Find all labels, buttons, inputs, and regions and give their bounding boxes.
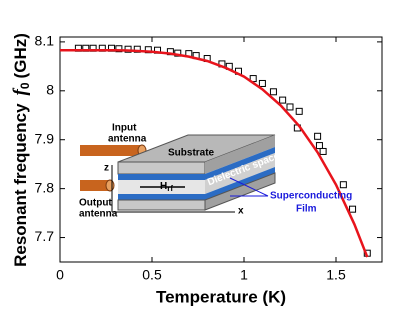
output-antenna-label: antenna — [79, 209, 118, 220]
y-axis-label: Resonant frequency f0 (GHz) — [10, 33, 32, 267]
fit-line — [60, 48, 369, 258]
output-antenna — [80, 180, 110, 191]
side-film-1 — [205, 147, 275, 180]
substrate-front-2 — [117, 199, 206, 211]
x-axis-label: Temperature (K) — [156, 287, 286, 306]
data-point — [269, 88, 277, 96]
y-tick-label: 8.1 — [35, 33, 55, 49]
input-antenna — [80, 145, 142, 156]
axis-z-label: z — [104, 163, 109, 174]
y-tick-label: 8 — [46, 82, 54, 98]
side-2 — [204, 172, 276, 211]
output-antenna-end — [105, 179, 115, 192]
data-point — [286, 103, 294, 111]
film-front-2 — [118, 194, 205, 200]
data-point — [279, 96, 287, 104]
output-antenna-label: Output — [79, 198, 112, 209]
side-spacer — [205, 153, 275, 194]
y-tick-label: 7.7 — [35, 228, 55, 244]
data-point — [314, 132, 322, 140]
y-label-text: Resonant frequency — [11, 103, 30, 267]
h-label: Hrf — [160, 181, 173, 193]
inset-diagram: Input antenna Output antenna Substrate D… — [79, 123, 352, 220]
axis-x-label: x — [238, 206, 244, 217]
input-antenna-label: Input — [112, 123, 137, 134]
side-1 — [205, 135, 275, 174]
x-tick-label: 0 — [56, 267, 64, 283]
data-point — [133, 45, 141, 53]
h-sub: rf — [167, 184, 173, 193]
data-point — [349, 205, 357, 213]
x-tick-label: 1 — [240, 267, 248, 283]
data-point — [115, 45, 123, 53]
y-label-symbol: f — [10, 87, 31, 95]
y-label-sub: 0 — [18, 82, 32, 89]
data-point — [339, 181, 347, 189]
y-label-unit: (GHz) — [11, 33, 30, 78]
data-point — [295, 107, 303, 115]
data-point — [315, 142, 323, 150]
film-pointer-1 — [229, 177, 269, 197]
x-tick-label: 0.5 — [142, 267, 162, 283]
data-point — [319, 147, 327, 155]
film-front-1 — [118, 174, 205, 180]
y-tick-label: 7.8 — [35, 179, 55, 195]
substrate-label: Substrate — [168, 148, 215, 159]
y-tick-label: 7.9 — [35, 130, 55, 146]
plot-frame — [59, 36, 383, 263]
side-film-2 — [205, 167, 275, 200]
substrate-front — [117, 161, 206, 175]
film-label: Superconducting — [270, 191, 352, 202]
h-text: H — [160, 181, 167, 192]
data-point — [258, 79, 266, 87]
film-label: Film — [296, 204, 317, 215]
input-antenna-label: antenna — [108, 134, 147, 145]
x-tick-label: 1.5 — [326, 267, 346, 283]
